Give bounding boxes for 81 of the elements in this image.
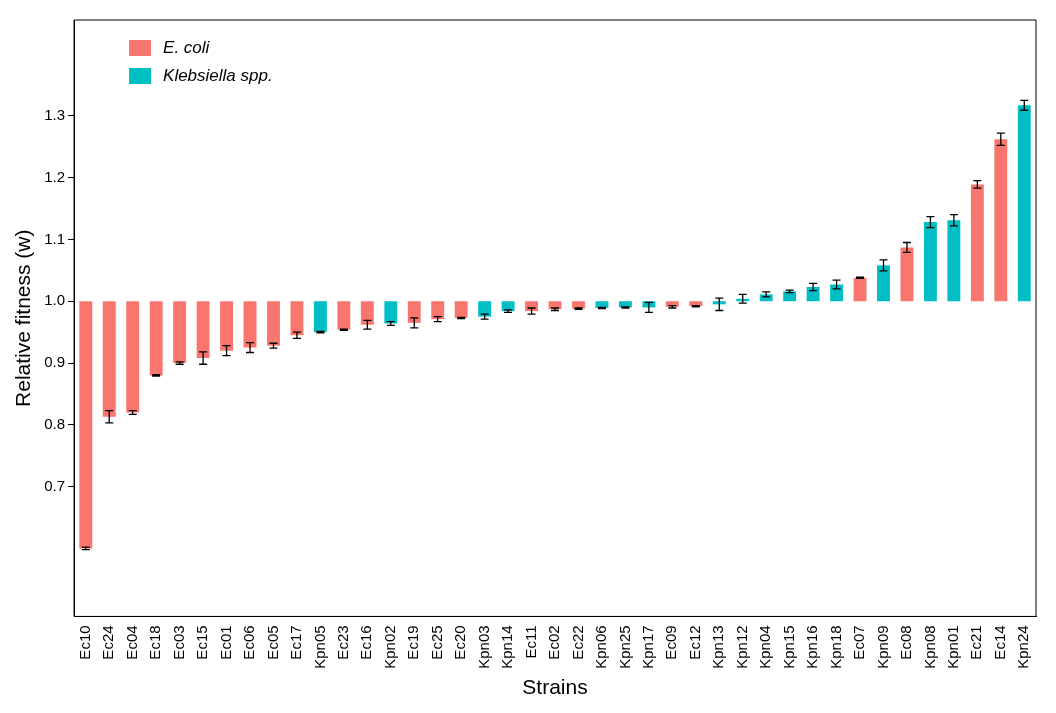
x-tick-label: Ec09 bbox=[662, 625, 680, 660]
x-tick-label: Ec19 bbox=[404, 625, 422, 660]
x-tick-label: Ec05 bbox=[263, 625, 281, 660]
x-tick-label: Kpn24 bbox=[1014, 625, 1032, 669]
bar bbox=[360, 301, 374, 325]
x-tick-label: Kpn09 bbox=[873, 625, 891, 669]
legend-label: E. coli bbox=[163, 37, 211, 57]
x-tick-label: Ec08 bbox=[897, 625, 915, 660]
x-tick-label: Ec12 bbox=[685, 625, 703, 660]
x-tick-label: Kpn12 bbox=[732, 625, 750, 669]
bar bbox=[712, 301, 726, 305]
x-tick-label: Kpn16 bbox=[803, 625, 821, 669]
bar bbox=[454, 301, 468, 318]
y-tick-label: 1.2 bbox=[44, 167, 66, 185]
y-tick-label: 0.9 bbox=[44, 353, 66, 371]
bar bbox=[384, 301, 398, 324]
x-tick-label: Ec07 bbox=[850, 625, 868, 660]
bar bbox=[220, 301, 234, 351]
bar bbox=[102, 301, 116, 417]
x-tick-label: Ec17 bbox=[287, 625, 305, 660]
x-axis-title: Strains bbox=[522, 675, 588, 699]
x-tick-label: Ec16 bbox=[357, 625, 375, 660]
y-tick-label: 0.7 bbox=[44, 476, 66, 494]
x-tick-label: Kpn25 bbox=[615, 625, 633, 669]
x-tick-label: Kpn18 bbox=[826, 625, 844, 669]
x-tick-label: Ec11 bbox=[521, 625, 539, 659]
bar bbox=[407, 301, 421, 323]
x-tick-label: Kpn02 bbox=[380, 625, 398, 669]
bar bbox=[947, 220, 961, 302]
x-tick-label: Ec25 bbox=[427, 625, 445, 660]
x-tick-label: Ec20 bbox=[451, 625, 469, 660]
x-tick-label: Kpn08 bbox=[920, 625, 938, 669]
x-tick-label: Ec03 bbox=[169, 625, 187, 660]
bar bbox=[267, 301, 280, 346]
x-tick-label: Ec04 bbox=[122, 625, 140, 660]
bar bbox=[1017, 105, 1031, 302]
x-tick-label: Kpn03 bbox=[474, 625, 492, 669]
x-tick-label: Kpn04 bbox=[756, 625, 774, 669]
bar bbox=[126, 301, 140, 413]
x-tick-label: Ec22 bbox=[568, 625, 586, 660]
x-tick-label: Ec02 bbox=[545, 625, 563, 660]
y-tick-label: 1.0 bbox=[44, 291, 66, 309]
bar bbox=[243, 301, 257, 348]
x-tick-label: Ec01 bbox=[216, 625, 234, 660]
bar bbox=[783, 291, 797, 302]
x-tick-label: Kpn17 bbox=[639, 625, 657, 669]
y-tick-label: 0.8 bbox=[44, 414, 66, 432]
bar bbox=[196, 301, 210, 359]
bar bbox=[290, 301, 304, 336]
bar bbox=[877, 265, 890, 302]
bar bbox=[806, 287, 820, 302]
x-tick-label: Ec06 bbox=[240, 625, 258, 660]
x-tick-label: Kpn15 bbox=[779, 625, 797, 669]
y-axis-title: Relative fitness (w) bbox=[11, 229, 35, 407]
x-tick-label: Ec14 bbox=[990, 625, 1008, 660]
bar bbox=[313, 301, 327, 333]
x-tick-label: Kpn01 bbox=[944, 625, 962, 669]
bar bbox=[149, 301, 163, 376]
x-tick-label: Ec21 bbox=[967, 625, 985, 660]
bar bbox=[431, 301, 445, 320]
x-tick-label: Kpn14 bbox=[498, 625, 516, 669]
x-tick-label: Kpn05 bbox=[310, 625, 328, 669]
bar bbox=[595, 301, 609, 309]
bar bbox=[900, 247, 914, 302]
bar bbox=[923, 222, 937, 302]
bar bbox=[478, 301, 492, 317]
bar bbox=[970, 184, 984, 302]
x-tick-label: Kpn13 bbox=[709, 625, 727, 669]
bar bbox=[173, 301, 187, 364]
x-tick-label: Ec18 bbox=[146, 625, 164, 660]
bar bbox=[994, 139, 1008, 302]
x-tick-label: Kpn06 bbox=[592, 625, 610, 669]
y-tick-label: 1.3 bbox=[44, 105, 66, 123]
y-tick-label: 1.1 bbox=[44, 229, 66, 247]
x-tick-label: Ec15 bbox=[193, 625, 211, 660]
x-tick-label: Ec24 bbox=[99, 625, 117, 660]
bar bbox=[79, 301, 93, 549]
legend-label: Klebsiella spp. bbox=[163, 65, 273, 85]
bar bbox=[337, 301, 351, 330]
x-tick-label: Ec10 bbox=[75, 625, 93, 660]
x-tick-label: Ec23 bbox=[334, 625, 352, 660]
